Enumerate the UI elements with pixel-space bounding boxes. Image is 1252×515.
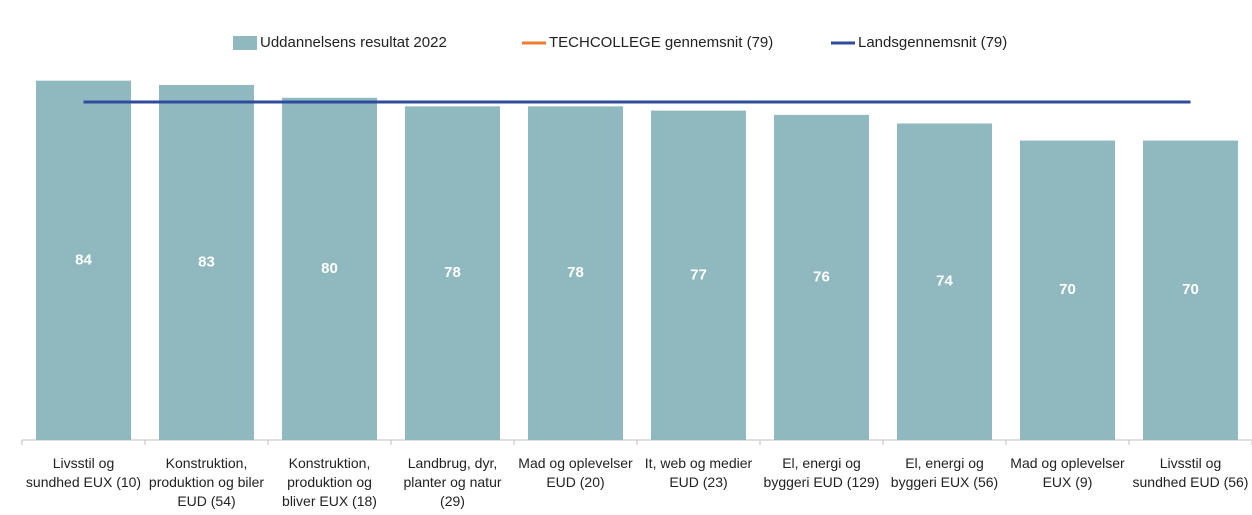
bar bbox=[1020, 140, 1115, 441]
bar bbox=[405, 106, 500, 440]
x-tick-label: Mad og oplevelser EUD (20) bbox=[518, 455, 633, 490]
x-tick-label: It, web og medier EUD (23) bbox=[644, 455, 753, 490]
bar bbox=[528, 106, 623, 440]
data-label: 83 bbox=[198, 253, 215, 270]
data-label: 77 bbox=[690, 266, 707, 283]
x-tick-label: Livsstil og sundhed EUD (56) bbox=[1132, 455, 1249, 490]
data-label: 70 bbox=[1182, 281, 1199, 298]
data-label: 78 bbox=[567, 264, 584, 281]
legend-label: Landsgennemsnit (79) bbox=[858, 34, 1007, 51]
x-tick-label: Konstruktion, produktion og biler EUD (5… bbox=[148, 455, 265, 509]
legend-swatch bbox=[233, 36, 257, 50]
data-label: 78 bbox=[444, 264, 461, 281]
bar bbox=[897, 123, 992, 440]
data-label: 74 bbox=[936, 273, 953, 290]
legend-label: TECHCOLLEGE gennemsnit (79) bbox=[549, 34, 773, 51]
x-tick-label: El, energi og byggeri EUX (56) bbox=[890, 455, 999, 490]
data-label: 76 bbox=[813, 268, 830, 285]
bar bbox=[159, 84, 254, 440]
bar bbox=[774, 114, 869, 440]
x-tick-label: Konstruktion, produktion og bliver EUX (… bbox=[282, 455, 377, 509]
bar bbox=[282, 97, 377, 441]
data-label: 70 bbox=[1059, 281, 1076, 298]
x-tick-label: Landbrug, dyr, planter og natur (29) bbox=[403, 455, 502, 509]
x-tick-label: El, energi og byggeri EUD (129) bbox=[763, 455, 880, 490]
bar bbox=[36, 80, 131, 441]
x-tick-label: Mad og oplevelser EUX (9) bbox=[1010, 455, 1125, 490]
data-label: 80 bbox=[321, 260, 338, 277]
x-tick-label: Livsstil og sundhed EUX (10) bbox=[25, 455, 142, 490]
data-label: 84 bbox=[75, 251, 92, 268]
bar bbox=[651, 110, 746, 440]
bar bbox=[1143, 140, 1238, 441]
legend-label: Uddannelsens resultat 2022 bbox=[260, 34, 447, 51]
